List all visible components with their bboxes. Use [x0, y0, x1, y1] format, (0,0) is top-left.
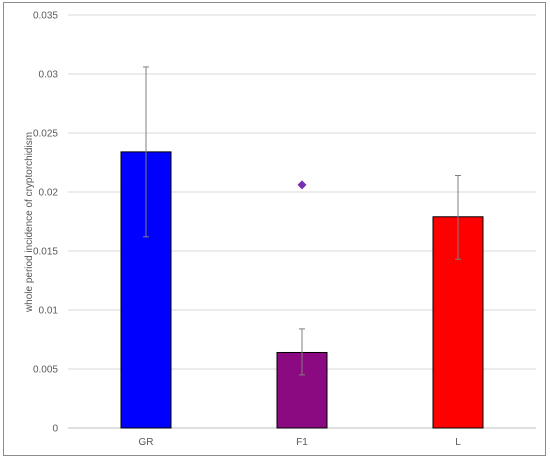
y-tick-label: 0.01	[39, 306, 59, 317]
y-tick-label: 0.035	[33, 11, 58, 22]
x-tick-label-gr: GR	[139, 437, 154, 448]
error-bar-gr	[143, 66, 149, 238]
y-tick-label: 0.025	[33, 129, 58, 140]
error-bar-l	[455, 174, 461, 260]
bars	[120, 151, 484, 429]
error-bars	[143, 66, 461, 376]
error-bar-f1	[299, 328, 305, 376]
y-axis-title: whole period incidence of cryptorchidism	[24, 132, 35, 313]
y-tick-label: 0	[52, 424, 58, 435]
y-tick-label: 0.005	[33, 365, 58, 376]
y-tick-label: 0.015	[33, 247, 58, 258]
y-tick-label: 0.02	[39, 188, 59, 199]
diamond-marker	[297, 180, 307, 190]
x-tick-label-l: L	[455, 437, 461, 448]
extra-points	[297, 180, 307, 190]
y-tick-labels: 0 0.005 0.01 0.015 0.02 0.025 0.03 0.035	[33, 11, 58, 435]
y-tick-label: 0.03	[39, 70, 59, 81]
x-tick-label-f1: F1	[296, 437, 308, 448]
bar-l	[432, 216, 484, 429]
x-tick-labels: GR F1 L	[139, 437, 462, 448]
